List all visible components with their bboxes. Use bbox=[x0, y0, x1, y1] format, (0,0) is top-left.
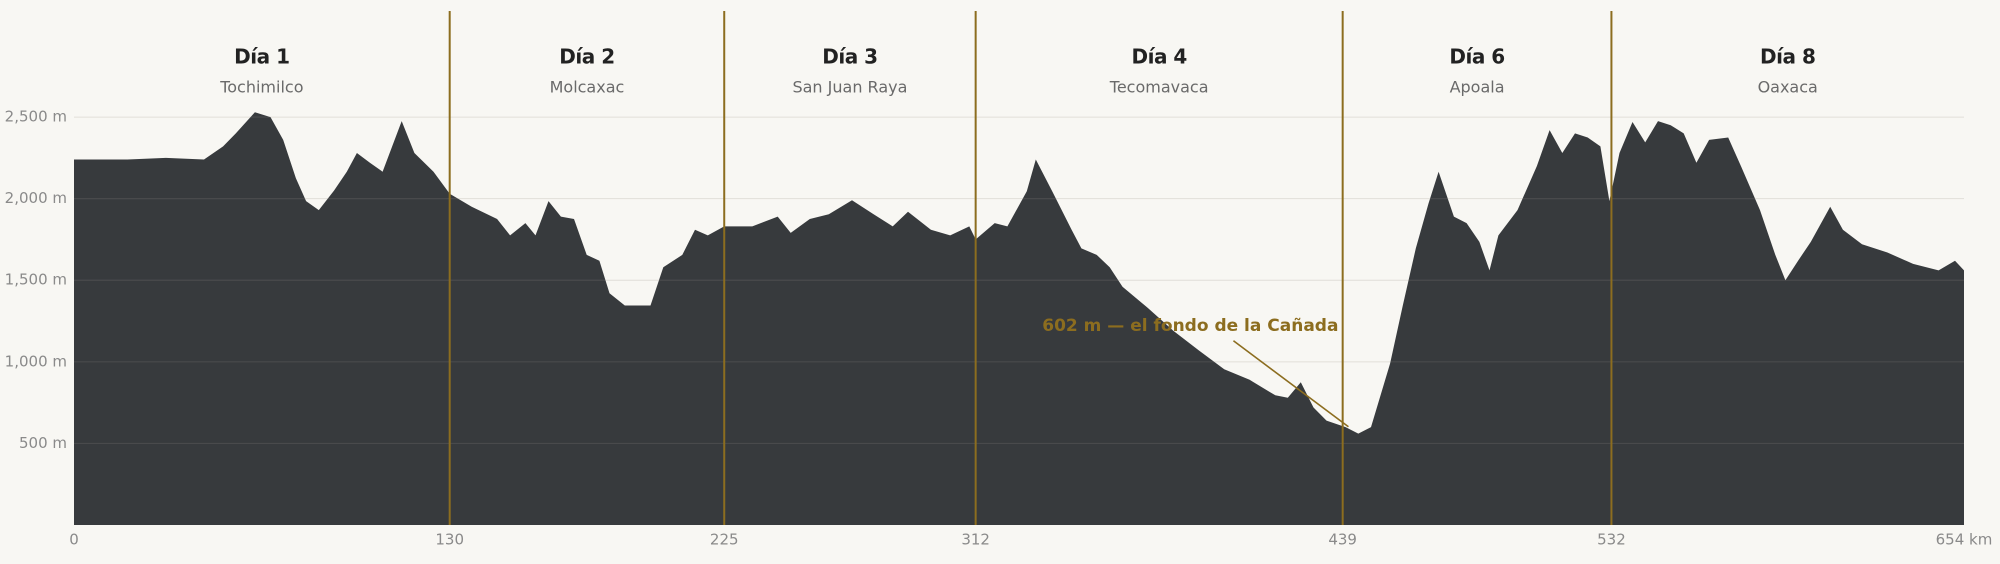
stage-place: Tochimilco bbox=[219, 78, 303, 97]
stage-title: Día 1 bbox=[234, 45, 289, 69]
x-tick-label: 130 bbox=[435, 531, 464, 549]
y-tick-label: 1,500 m bbox=[5, 271, 67, 289]
stage-title: Día 2 bbox=[559, 45, 614, 69]
x-tick-label: 312 bbox=[961, 531, 990, 549]
x-tick-label: 532 bbox=[1597, 531, 1626, 549]
stage-title: Día 3 bbox=[822, 45, 877, 69]
y-tick-label: 1,000 m bbox=[5, 352, 67, 370]
x-tick-label: 0 bbox=[69, 531, 79, 549]
stage-place: Molcaxac bbox=[550, 78, 625, 97]
y-tick-label: 2,500 m bbox=[5, 108, 67, 126]
y-tick-label: 500 m bbox=[19, 434, 67, 452]
stage-place: San Juan Raya bbox=[792, 78, 907, 97]
x-tick-label: 225 bbox=[710, 531, 739, 549]
stage-title: Día 4 bbox=[1131, 45, 1186, 69]
stage-title: Día 8 bbox=[1760, 45, 1815, 69]
annotation-leader bbox=[1232, 340, 1349, 428]
x-tick-label: 439 bbox=[1328, 531, 1357, 549]
elevation-area bbox=[74, 112, 1964, 525]
x-tick-label: 654 km bbox=[1936, 531, 1993, 549]
annotation-text: 602 m — el fondo de la Cañada bbox=[1042, 316, 1338, 336]
stage-title: Día 6 bbox=[1449, 45, 1504, 69]
stage-place: Oaxaca bbox=[1758, 78, 1818, 97]
y-tick-label: 2,000 m bbox=[5, 189, 67, 207]
stage-place: Tecomavaca bbox=[1109, 78, 1209, 97]
stage-place: Apoala bbox=[1450, 78, 1505, 97]
